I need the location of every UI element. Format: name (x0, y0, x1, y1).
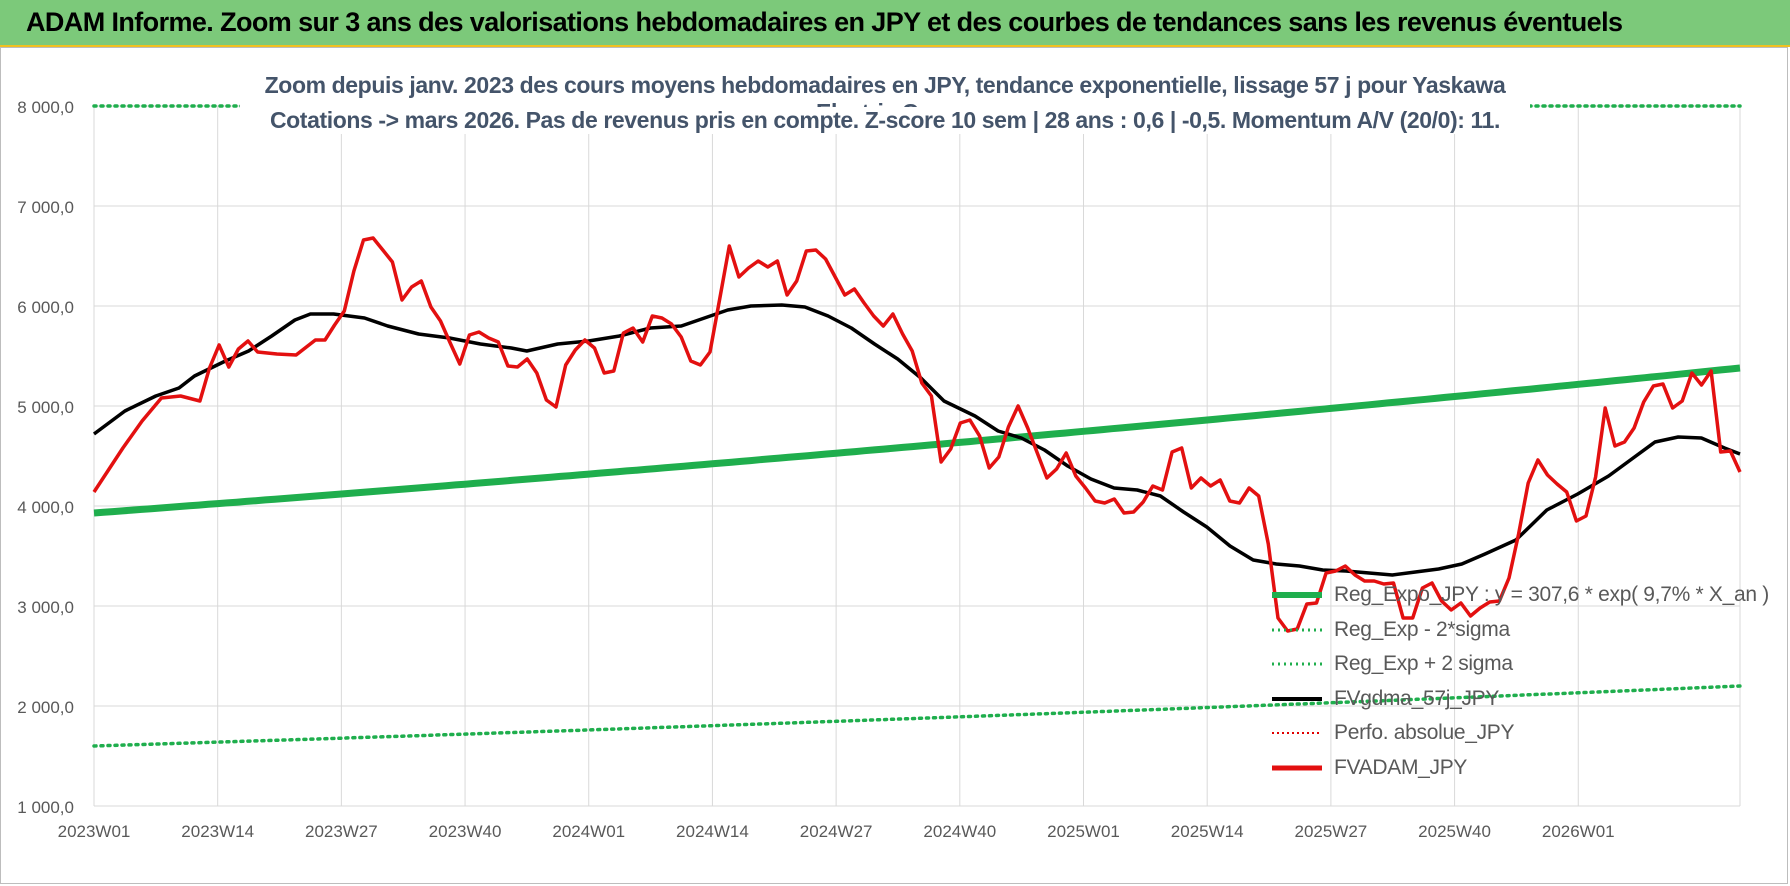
x-tick-label: 2024W14 (676, 822, 749, 841)
y-tick-label: 4 000,0 (17, 498, 74, 517)
report-title: ADAM Informe. Zoom sur 3 ans des valoris… (26, 7, 1623, 37)
x-tick-label: 2025W14 (1171, 822, 1244, 841)
legend-item-perfo: Perfo. absolue_JPY (1272, 716, 1752, 751)
chart-frame (0, 47, 1788, 884)
y-tick-label: 6 000,0 (17, 298, 74, 317)
x-tick-label: 2025W40 (1418, 822, 1491, 841)
x-tick-label: 2024W01 (552, 822, 625, 841)
legend-label-lower-sigma: Reg_Exp - 2*sigma (1334, 617, 1510, 641)
legend-label-fvgdma: FVgdma_57j_JPY (1334, 686, 1500, 710)
x-tick-label: 2024W40 (923, 822, 996, 841)
x-tick-label: 2025W27 (1294, 822, 1367, 841)
x-tick-label: 2023W40 (429, 822, 502, 841)
series-fvgdma (92, 303, 1741, 577)
x-tick-label: 2023W27 (305, 822, 378, 841)
legend-label-reg-exp: Reg_Expo_JPY : y = 307,6 * exp( 9,7% * X… (1334, 583, 1769, 607)
legend-label-upper-sigma: Reg_Exp + 2 sigma (1334, 652, 1513, 676)
legend-swatch-fvgdma (1272, 696, 1322, 701)
legend-swatch-reg-exp (1272, 592, 1322, 599)
series-fvadam (92, 236, 1742, 633)
legend-label-perfo: Perfo. absolue_JPY (1334, 721, 1515, 745)
y-tick-label: 2 000,0 (17, 698, 74, 717)
legend-item-fvadam: FVADAM_JPY (1272, 751, 1752, 786)
y-tick-label: 8 000,0 (17, 98, 74, 117)
report-banner: ADAM Informe. Zoom sur 3 ans des valoris… (0, 0, 1790, 47)
x-tick-label: 2025W01 (1047, 822, 1120, 841)
legend-label-fvadam: FVADAM_JPY (1334, 755, 1468, 779)
legend-item-fvgdma: FVgdma_57j_JPY (1272, 682, 1752, 717)
series-reg-exp (93, 364, 1741, 517)
legend-swatch-lower-sigma (1272, 628, 1322, 632)
chart-legend: Reg_Expo_JPY : y = 307,6 * exp( 9,7% * X… (1272, 578, 1769, 786)
x-tick-label: 2023W01 (58, 822, 131, 841)
x-tick-label: 2024W27 (800, 822, 873, 841)
y-tick-label: 7 000,0 (17, 198, 74, 217)
legend-item-reg-exp: Reg_Expo_JPY : y = 307,6 * exp( 9,7% * X… (1272, 578, 1769, 613)
legend-item-upper-sigma: Reg_Exp + 2 sigma (1272, 647, 1752, 682)
series-lower-sigma (92, 684, 1742, 748)
x-tick-label: 2026W01 (1542, 822, 1615, 841)
legend-swatch-fvadam (1272, 765, 1322, 771)
x-tick-label: 2023W14 (181, 822, 254, 841)
legend-item-lower-sigma: Reg_Exp - 2*sigma (1272, 613, 1752, 648)
y-tick-label: 3 000,0 (17, 598, 74, 617)
y-tick-label: 5 000,0 (17, 398, 74, 417)
y-tick-label: 1 000,0 (17, 798, 74, 817)
chart-title-line2: Cotations -> mars 2026. Pas de revenus p… (240, 107, 1530, 134)
legend-swatch-perfo (1272, 732, 1322, 735)
legend-swatch-upper-sigma (1272, 662, 1322, 666)
